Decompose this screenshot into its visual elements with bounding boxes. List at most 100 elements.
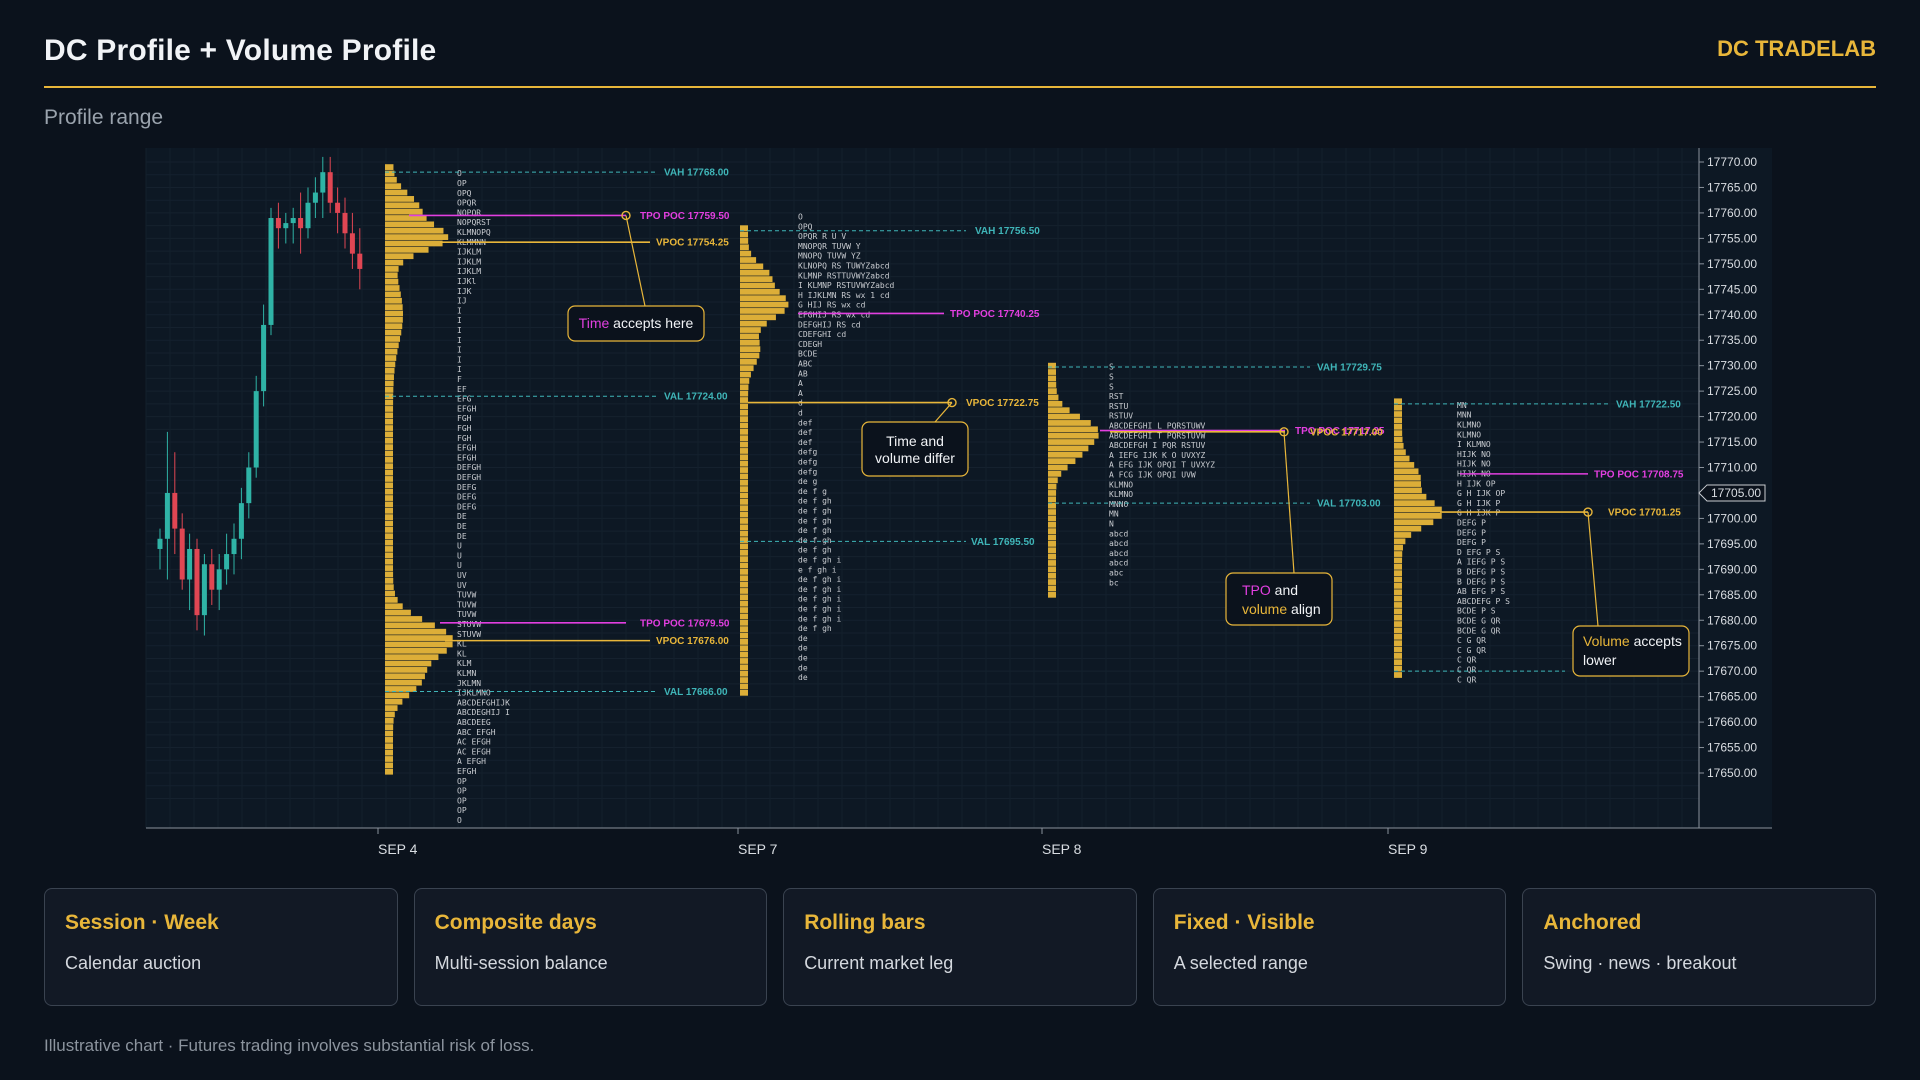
tpo-row: ABCDEFGHI L PQRSTUWV xyxy=(1109,421,1206,430)
volume-bar xyxy=(740,619,748,626)
x-tick-label: SEP 4 xyxy=(378,841,418,857)
volume-bar xyxy=(740,390,749,397)
volume-bar xyxy=(385,342,399,349)
volume-bar xyxy=(385,590,395,597)
volume-bar xyxy=(385,355,397,361)
volume-bar xyxy=(740,441,748,448)
volume-bar xyxy=(1048,566,1056,573)
callout-line2: volume differ xyxy=(875,450,955,466)
volume-bar xyxy=(385,202,420,209)
volume-bar xyxy=(385,183,402,190)
tpo-row: BCDE xyxy=(798,350,817,359)
tpo-row: de f gh i xyxy=(798,585,842,594)
volume-bar xyxy=(1394,487,1422,494)
volume-bar xyxy=(740,301,789,308)
tpo-row: BCDE G QR xyxy=(1457,626,1501,635)
volume-bar xyxy=(385,647,447,654)
volume-bar xyxy=(385,361,396,368)
volume-bar xyxy=(385,406,394,412)
vah-label: VAH 17756.50 xyxy=(975,226,1040,237)
tpo-row: abcd xyxy=(1109,539,1128,548)
volume-bar xyxy=(385,501,393,508)
volume-bar xyxy=(1394,500,1435,507)
tpo-row: DEFG xyxy=(457,502,476,511)
tpo-row: de f gh xyxy=(798,624,832,633)
volume-bar xyxy=(385,711,395,718)
y-tick-label: 17655.00 xyxy=(1707,741,1757,755)
callout-time-volume-differ xyxy=(861,421,969,477)
volume-bar xyxy=(740,288,780,295)
callout-time-accepts-text: Time accepts here xyxy=(579,315,694,331)
volume-bar xyxy=(1048,458,1076,465)
volume-bar xyxy=(740,339,760,346)
volume-bar xyxy=(740,352,760,359)
volume-bar xyxy=(740,448,748,454)
volume-bar xyxy=(385,425,394,431)
candle-body xyxy=(342,212,348,234)
callout-leader xyxy=(1587,511,1599,627)
y-tick-label: 17650.00 xyxy=(1707,766,1757,780)
volume-bar xyxy=(740,639,748,645)
tpo-row: B DEFG P S xyxy=(1457,577,1505,586)
volume-bar xyxy=(385,635,453,641)
tpo-row: de xyxy=(798,673,808,682)
volume-bar xyxy=(740,371,751,378)
volume-bar xyxy=(740,651,748,658)
volume-bar xyxy=(740,518,748,524)
card-anchored: Anchored Swing · news · breakout xyxy=(1522,888,1876,1006)
volume-bar xyxy=(385,316,403,323)
callout-line2: volume align xyxy=(1242,601,1321,617)
volume-bar xyxy=(385,717,394,724)
tpo-row: HIJK NO xyxy=(1457,460,1491,469)
tpo-row: I xyxy=(457,326,462,335)
tpo-row: U xyxy=(457,542,462,551)
volume-bar xyxy=(385,246,429,253)
volume-bar xyxy=(385,730,394,737)
val-label: VAL 17695.50 xyxy=(971,537,1035,548)
volume-bar xyxy=(385,310,403,317)
volume-bar xyxy=(385,418,394,425)
tpo-row: I xyxy=(457,346,462,355)
volume-bar xyxy=(1394,436,1403,443)
tpo-row: DEFGH xyxy=(457,473,481,482)
volume-bar xyxy=(740,498,748,505)
callout-leader xyxy=(625,215,646,307)
volume-bar xyxy=(740,683,748,690)
tpo-row: C QR xyxy=(1457,675,1476,684)
card-rolling-bars: Rolling bars Current market leg xyxy=(783,888,1137,1006)
candle-body xyxy=(312,192,318,203)
vpoc-marker xyxy=(947,397,957,408)
tpo-row: def xyxy=(798,418,813,427)
volume-bar xyxy=(740,238,749,244)
volume-bar xyxy=(1048,585,1056,592)
tpo-row: de f gh i xyxy=(798,604,842,613)
volume-bar xyxy=(1048,400,1063,407)
tpo-row: de xyxy=(798,653,808,662)
volume-bar xyxy=(740,460,748,467)
tpo-row: B DEFG P S xyxy=(1457,567,1505,576)
volume-bar xyxy=(1048,477,1058,484)
tpo-row: KLMN xyxy=(457,669,476,678)
volume-bar xyxy=(385,399,394,406)
volume-bar xyxy=(1394,417,1403,424)
tpo-poc-2-label: TPO POC 17679.50 xyxy=(640,618,730,629)
tpo-row: IJKLM xyxy=(457,257,481,266)
volume-bar xyxy=(385,476,393,482)
volume-bar xyxy=(385,514,393,521)
volume-bar xyxy=(385,749,394,756)
tpo-row: DEFGHIJ RS cd xyxy=(798,320,861,329)
tpo-row: d xyxy=(798,408,803,417)
volume-bar xyxy=(1394,512,1442,519)
tpo-row: H IJK OP xyxy=(1457,479,1496,488)
volume-bar xyxy=(1048,381,1057,388)
tpo-row: KLM xyxy=(457,659,472,668)
volume-bar xyxy=(1048,362,1057,369)
tpo-row: G H IJK P xyxy=(1457,509,1501,518)
volume-bar xyxy=(740,664,748,671)
card-composite-days: Composite days Multi-session balance xyxy=(413,888,768,1006)
volume-bar xyxy=(1394,474,1421,481)
volume-bar xyxy=(740,479,748,486)
volume-bar xyxy=(1394,570,1403,577)
tpo-row: C QR xyxy=(1457,665,1476,674)
